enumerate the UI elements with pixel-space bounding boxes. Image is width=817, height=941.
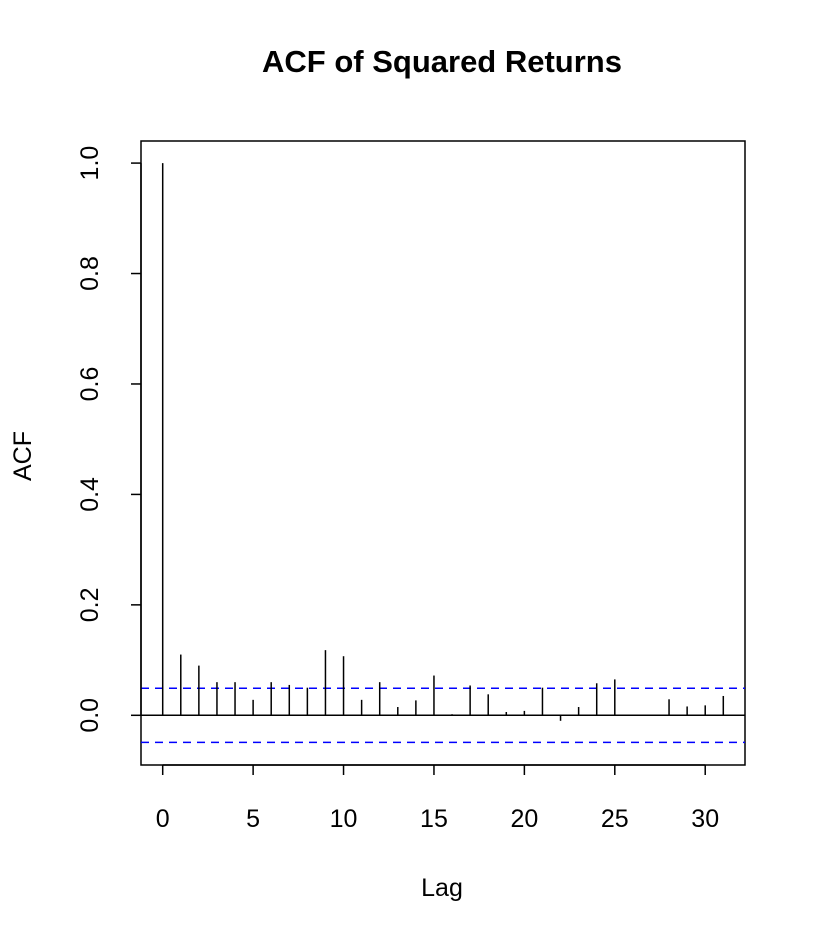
y-axis-label: ACF: [9, 431, 37, 481]
x-tick-label: 10: [330, 805, 358, 833]
plot-frame: [140, 140, 746, 766]
y-tick-label: 0.0: [76, 698, 104, 733]
y-tick-label: 0.8: [76, 256, 104, 291]
x-tick-label: 20: [510, 805, 538, 833]
x-tick-label: 25: [601, 805, 629, 833]
x-tick-label: 0: [156, 805, 170, 833]
y-tick-label: 0.4: [76, 477, 104, 512]
acf-bars: [161, 163, 725, 721]
y-tick-label: 1.0: [76, 146, 104, 181]
y-tick-label: 0.6: [76, 367, 104, 402]
confidence-bounds: [141, 687, 745, 744]
x-axis: 0 5 10 15 20 25 30: [156, 764, 719, 833]
y-axis: 0.0 0.2 0.4 0.6 0.8 1.0: [76, 146, 142, 733]
chart-title: ACF of Squared Returns: [262, 44, 622, 79]
x-tick-label: 15: [420, 805, 448, 833]
x-tick-label: 5: [246, 805, 260, 833]
x-tick-label: 30: [691, 805, 719, 833]
y-tick-label: 0.2: [76, 587, 104, 622]
x-axis-label: Lag: [421, 874, 463, 902]
